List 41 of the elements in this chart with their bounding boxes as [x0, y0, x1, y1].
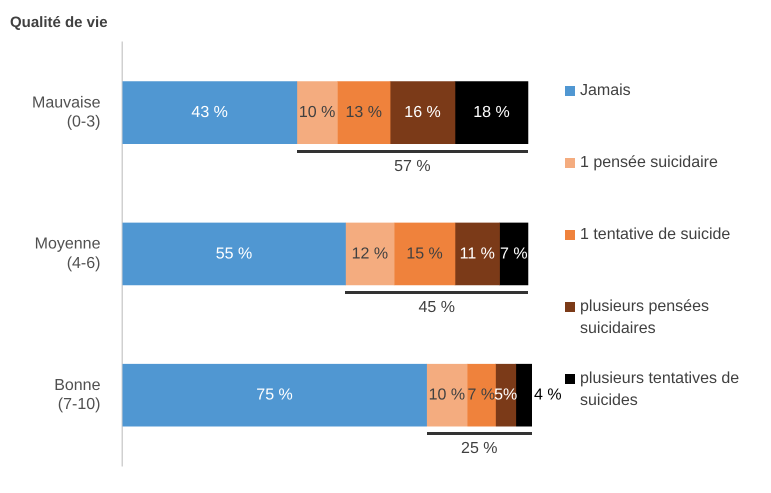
data-label: 7 % [500, 245, 528, 262]
data-label: 55 % [216, 245, 252, 262]
annotation: 25 % [461, 440, 498, 458]
bar [337, 81, 390, 144]
bar [122, 81, 298, 144]
bar [122, 364, 427, 426]
data-label: 13 % [345, 104, 382, 122]
legend-label: 1 pensée suicidaire [580, 153, 718, 173]
data-label: 10 % [298, 104, 336, 122]
data-label: 43 % [191, 104, 228, 122]
annotation: 45 % [418, 298, 455, 317]
data-label: 11 % [460, 245, 495, 262]
data-label: 75 % [256, 386, 293, 404]
y-tick-label: Bonne (7-10) [54, 376, 101, 414]
bar [122, 222, 346, 286]
bar [296, 81, 338, 144]
chart-title: Qualité de vie [10, 14, 108, 31]
data-label: 4 % [534, 386, 562, 404]
bar [426, 364, 468, 426]
bar [345, 222, 394, 286]
y-tick-label: Mauvaise (0-3) [32, 94, 101, 131]
bar [499, 222, 528, 286]
bar [515, 364, 532, 426]
bar [454, 81, 528, 144]
y-tick-label: Moyenne (4-6) [34, 236, 101, 272]
bar [454, 222, 500, 286]
legend-label: plusieurs pensées suicidaires [580, 297, 710, 339]
bar [394, 222, 456, 286]
legend-label: 1 tentative de suicide [580, 225, 730, 245]
data-label: 10 % [428, 386, 466, 404]
legend-label: plusieurs tentatives de suicides [580, 369, 740, 411]
legend-label: Jamais [580, 81, 631, 101]
bar [390, 81, 456, 144]
data-label: 16 % [404, 104, 441, 122]
data-label: 7 % [468, 386, 496, 404]
data-label: 12 % [352, 245, 388, 262]
data-label: 5% [494, 386, 518, 404]
bar [466, 364, 496, 426]
annotation: 57 % [394, 158, 431, 176]
data-label: 15 % [406, 245, 443, 262]
data-label: 18 % [473, 104, 510, 122]
